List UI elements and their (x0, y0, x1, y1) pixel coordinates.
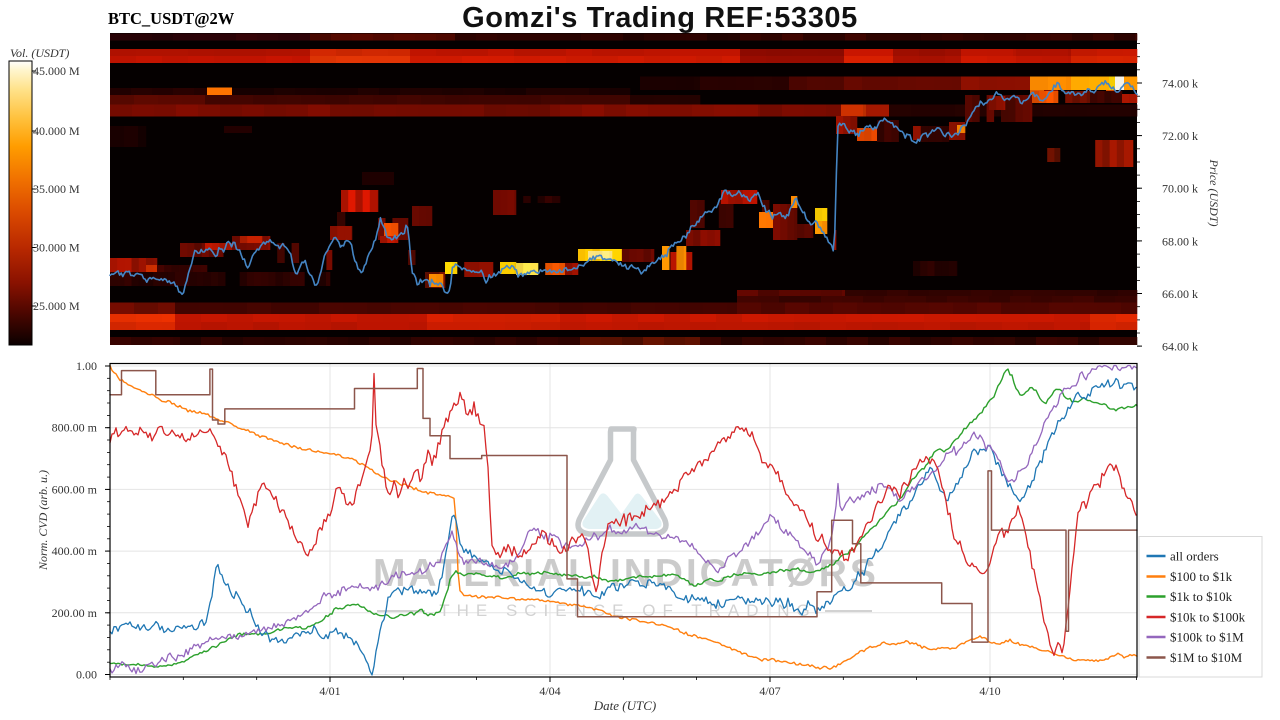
svg-text:68.00 k: 68.00 k (1162, 234, 1198, 248)
svg-text:4/01: 4/01 (319, 684, 340, 698)
svg-text:$10k to $100k: $10k to $100k (1170, 610, 1246, 625)
svg-text:4/04: 4/04 (539, 684, 560, 698)
svg-text:$100 to $1k: $100 to $1k (1170, 569, 1233, 584)
svg-text:400.00 m: 400.00 m (52, 544, 98, 558)
svg-text:BTC_USDT@2W: BTC_USDT@2W (108, 9, 235, 28)
svg-text:4/10: 4/10 (979, 684, 1000, 698)
svg-text:$100k to $1M: $100k to $1M (1170, 630, 1244, 645)
svg-text:30.000 M: 30.000 M (33, 241, 80, 255)
svg-text:800.00 m: 800.00 m (52, 421, 98, 435)
svg-text:200.00 m: 200.00 m (52, 606, 98, 620)
svg-text:74.00 k: 74.00 k (1162, 77, 1198, 91)
svg-text:600.00 m: 600.00 m (52, 482, 98, 496)
svg-text:$1k to $10k: $1k to $10k (1170, 589, 1233, 604)
svg-text:25.000 M: 25.000 M (33, 299, 80, 313)
svg-text:0.00: 0.00 (76, 668, 97, 682)
svg-text:40.000 M: 40.000 M (33, 124, 80, 138)
svg-text:Vol. (USDT): Vol. (USDT) (10, 46, 69, 60)
svg-text:1.00: 1.00 (76, 359, 97, 373)
svg-text:4/07: 4/07 (759, 684, 780, 698)
svg-text:35.000 M: 35.000 M (33, 182, 80, 196)
svg-text:66.00 k: 66.00 k (1162, 287, 1198, 301)
svg-text:72.00 k: 72.00 k (1162, 129, 1198, 143)
svg-text:$1M to $10M: $1M to $10M (1170, 650, 1243, 665)
svg-text:Norm. CVD (arb. u.): Norm. CVD (arb. u.) (36, 470, 50, 571)
svg-text:Price (USDT): Price (USDT) (1207, 159, 1221, 227)
svg-text:70.00 k: 70.00 k (1162, 182, 1198, 196)
svg-text:Gomzi's Trading REF:53305: Gomzi's Trading REF:53305 (462, 2, 858, 34)
svg-text:Date (UTC): Date (UTC) (593, 698, 656, 713)
svg-text:45.000 M: 45.000 M (33, 64, 80, 78)
svg-text:64.00 k: 64.00 k (1162, 340, 1198, 354)
svg-text:all orders: all orders (1170, 549, 1219, 564)
